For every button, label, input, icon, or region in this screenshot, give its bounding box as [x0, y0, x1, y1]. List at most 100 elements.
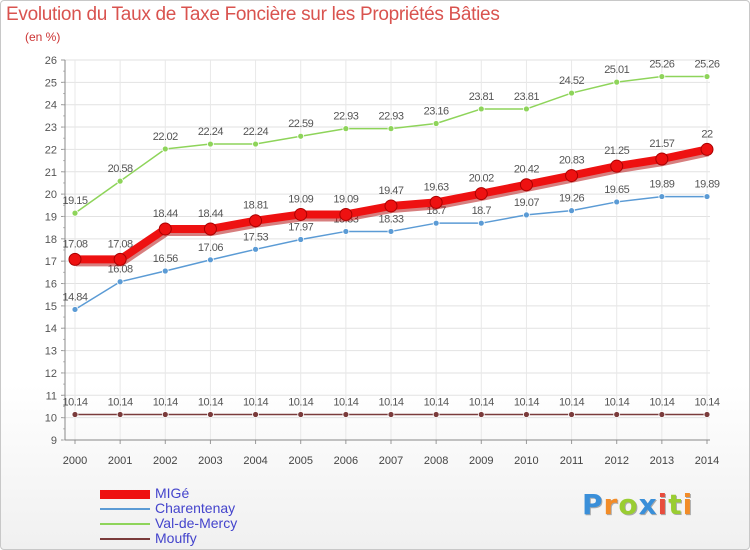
data-point [297, 236, 305, 243]
logo-letter: i [682, 488, 694, 521]
x-tick-label: 2012 [604, 455, 628, 467]
data-point [249, 214, 263, 228]
data-label: 10.14 [108, 397, 133, 409]
data-point [565, 169, 579, 183]
legend-swatch [100, 489, 150, 499]
data-label: 18.44 [153, 208, 178, 220]
y-tick-label: 17 [45, 256, 57, 268]
data-label: 10.14 [198, 397, 223, 409]
y-tick-label: 19 [45, 211, 57, 223]
data-label: 20.58 [108, 163, 133, 175]
data-label: 20.02 [469, 173, 494, 185]
data-point [71, 411, 79, 418]
data-point [252, 411, 259, 418]
y-tick-label: 10 [45, 413, 57, 425]
data-point [294, 207, 308, 221]
x-tick-label: 2005 [288, 455, 312, 467]
data-label: 10.14 [604, 397, 629, 409]
x-tick-label: 2003 [198, 455, 222, 467]
data-point [429, 195, 443, 209]
y-tick-label: 18 [45, 234, 57, 246]
data-point [342, 228, 350, 235]
data-point [474, 187, 488, 201]
chart-subtitle: (en %) [25, 30, 61, 44]
data-point [568, 207, 575, 215]
data-label: 19.65 [604, 184, 629, 196]
data-point [116, 177, 124, 185]
x-tick-label: 2001 [108, 455, 132, 467]
y-tick-label: 26 [45, 55, 57, 67]
data-point [432, 411, 440, 418]
legend-label: Charentenay [155, 500, 236, 516]
data-label: 17.08 [62, 238, 87, 250]
legend-swatch [100, 538, 150, 540]
data-label: 10.14 [514, 397, 539, 409]
y-tick-label: 14 [45, 323, 57, 335]
data-point [384, 199, 398, 213]
x-tick-label: 2006 [334, 455, 358, 467]
data-point [71, 209, 79, 217]
data-label: 23.81 [514, 91, 539, 103]
data-label: 17.08 [108, 238, 133, 250]
y-tick-label: 9 [51, 435, 57, 447]
data-label: 22 [701, 128, 713, 140]
data-label: 22.93 [378, 111, 403, 123]
data-label: 22.02 [153, 131, 178, 143]
data-label: 23.81 [469, 91, 494, 103]
y-tick-label: 13 [45, 346, 57, 358]
data-label: 14.84 [62, 291, 87, 303]
data-label: 22.24 [198, 126, 223, 138]
data-point [703, 193, 711, 200]
y-tick-label: 22 [45, 144, 57, 156]
data-label: 10.14 [62, 397, 87, 409]
data-label: 23.16 [424, 105, 449, 117]
legend-swatch [100, 508, 150, 510]
y-tick-label: 15 [45, 301, 57, 313]
data-point [519, 178, 533, 192]
data-label: 19.09 [333, 193, 358, 205]
data-label: 19.47 [378, 185, 403, 197]
data-label: 19.89 [649, 179, 674, 191]
data-point [203, 222, 217, 236]
data-point [703, 411, 711, 418]
x-tick-label: 2008 [424, 455, 448, 467]
data-label: 20.42 [514, 164, 539, 176]
data-label: 10.14 [333, 397, 358, 409]
x-tick-label: 2011 [560, 455, 584, 467]
data-label: 21.57 [649, 138, 674, 150]
data-point [568, 411, 575, 418]
proxiti-logo: Proxiti [582, 488, 693, 521]
data-point [207, 411, 214, 418]
data-label: 17.06 [198, 242, 223, 254]
data-label: 19.89 [694, 179, 719, 191]
y-tick-label: 20 [45, 189, 57, 201]
data-label: 19.09 [288, 193, 313, 205]
logo-letter: t [668, 488, 683, 521]
legend-label: MIGé [155, 485, 190, 501]
chart-title: Evolution du Taux de Taxe Foncière sur l… [6, 4, 500, 25]
data-label: 10.14 [378, 397, 403, 409]
data-point [252, 245, 259, 253]
data-point [113, 252, 127, 266]
logo-letter: r [603, 488, 619, 521]
x-tick-label: 2002 [153, 455, 177, 467]
data-label: 22.59 [288, 118, 313, 130]
data-point [523, 411, 530, 418]
data-label: 19.15 [62, 195, 87, 207]
data-label: 19.07 [514, 197, 539, 209]
data-point [432, 219, 440, 227]
data-point [703, 73, 711, 80]
x-tick-label: 2007 [379, 455, 403, 467]
data-point [658, 73, 666, 80]
data-point [387, 411, 395, 418]
legend-swatch [100, 523, 150, 525]
data-point [207, 256, 214, 264]
data-point [658, 193, 666, 200]
y-tick-label: 16 [45, 279, 57, 291]
data-point [207, 140, 214, 148]
data-point [161, 267, 169, 275]
data-label: 10.14 [649, 397, 674, 409]
data-label: 10.14 [153, 397, 178, 409]
